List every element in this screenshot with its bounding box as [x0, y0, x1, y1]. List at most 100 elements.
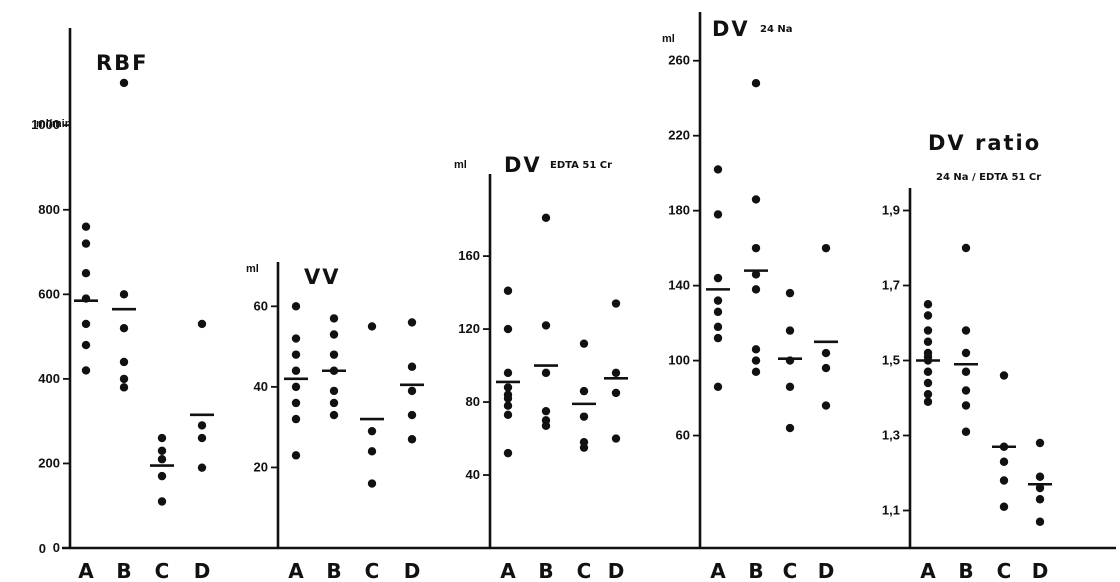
rbf-data-point [81, 269, 91, 278]
dv-edta-data-point [541, 213, 551, 222]
vv-data-point [329, 410, 339, 420]
vv-data-point [329, 386, 339, 396]
dv-na-y-tick-label: 260 [668, 53, 690, 68]
dv-edta-data-point [611, 299, 621, 308]
dv-edta-data-point [541, 416, 551, 425]
dv-edta-subtitle: EDTA 51 Cr [550, 160, 612, 171]
rbf-x-category-label: D [194, 559, 211, 582]
dv-ratio-data-point [923, 348, 933, 358]
rbf-data-point [119, 323, 129, 333]
rbf-data-point [119, 374, 129, 384]
dv-ratio-data-point [961, 348, 971, 358]
vv-data-point [291, 366, 301, 375]
rbf-y-tick-label-zero: 0 [39, 541, 46, 556]
dv-na-data-point [751, 243, 761, 253]
dv-na-title: DV [712, 17, 750, 41]
dv-ratio-x-category-label: D [1032, 559, 1049, 582]
rbf-unit: ml/min [36, 118, 72, 130]
dv-ratio-data-point [923, 390, 933, 399]
vv-y-tick-label: 60 [254, 298, 268, 313]
dv-edta-y-tick-label: 160 [458, 248, 480, 263]
dv-na-data-point [713, 210, 723, 219]
dv-ratio-subtitle: 24 Na / EDTA 51 Cr [936, 172, 1041, 183]
dv-ratio-data-point [1035, 517, 1045, 526]
rbf-data-point [197, 433, 207, 443]
dv-edta-data-point [503, 383, 513, 392]
dv-na-y-tick-label: 180 [668, 203, 690, 218]
dv-edta-data-point [541, 368, 551, 378]
dv-ratio-data-point [923, 397, 933, 406]
dv-ratio-data-point [923, 367, 933, 376]
rbf-data-point [81, 319, 91, 329]
dv-na-data-point [751, 270, 761, 279]
vv-data-point [291, 451, 301, 460]
vv-data-point [291, 334, 301, 343]
dv-edta-data-point [503, 410, 513, 420]
dv-ratio-panel: 1,1 1,3 1,5 1,7 1,9 A B C D [882, 188, 1052, 582]
dv-edta-y-tick-label: 40 [466, 467, 480, 482]
rbf-data-point [197, 319, 207, 329]
dv-na-data-point [751, 285, 761, 294]
rbf-y-tick-label: 600 [38, 286, 60, 301]
dv-edta-data-point [503, 368, 513, 378]
dv-na-data-point [751, 356, 761, 365]
dv-na-y-tick-label: 100 [668, 353, 690, 368]
vv-data-point [407, 435, 417, 444]
dv-ratio-data-point [999, 476, 1009, 485]
dv-edta-data-point [503, 448, 513, 458]
dv-ratio-data-point [961, 243, 971, 253]
rbf-data-point [157, 433, 167, 443]
dv-na-panel: 60 100 140 180 220 260 A B C D [668, 12, 838, 582]
rbf-data-point [157, 446, 167, 455]
dv-edta-data-point [611, 388, 621, 398]
dv-ratio-data-point [923, 326, 933, 335]
dv-na-data-point [713, 307, 723, 317]
vv-title: VV [304, 265, 341, 289]
dv-edta-data-point [541, 321, 551, 330]
rbf-data-point [119, 290, 129, 299]
dv-ratio-data-point [923, 378, 933, 388]
dv-na-data-point [751, 345, 761, 354]
dv-na-data-point [713, 165, 723, 174]
dv-ratio-y-tick-label: 1,3 [882, 428, 900, 443]
rbf-data-point [81, 222, 91, 231]
dv-na-data-point [785, 288, 795, 298]
dv-ratio-data-point [923, 300, 933, 309]
dv-na-unit: ml [662, 33, 675, 45]
dv-ratio-data-point [999, 502, 1009, 511]
vv-data-point [329, 314, 339, 323]
vv-data-point [291, 414, 301, 424]
dv-ratio-x-category-label: B [958, 559, 973, 582]
dv-ratio-data-point [961, 326, 971, 335]
dv-ratio-data-point [1035, 472, 1045, 481]
dv-ratio-x-category-label: A [920, 559, 936, 582]
panel-titles: RBF ml/min VV ml DV EDTA 51 Cr ml DV 24 … [36, 17, 1041, 289]
dv-ratio-data-point [961, 427, 971, 436]
rbf-data-point [119, 383, 129, 392]
dv-na-data-point [713, 333, 723, 343]
dv-na-y-tick-label: 220 [668, 128, 690, 143]
rbf-y-tick-label: 1000 [31, 117, 60, 132]
dv-ratio-data-point [1035, 438, 1045, 448]
vv-panel: 20 40 60 A B C D [254, 262, 424, 582]
dv-ratio-data-point [961, 401, 971, 410]
vv-x-category-label: B [326, 559, 341, 582]
dv-na-data-point [821, 348, 831, 358]
dv-ratio-data-point [999, 371, 1009, 380]
dv-ratio-data-point [1035, 483, 1045, 493]
vv-data-point [407, 410, 417, 420]
dv-na-subtitle: 24 Na [760, 24, 793, 35]
rbf-y-tick-label: 800 [38, 202, 60, 217]
dv-edta-y-tick-label: 120 [458, 321, 480, 336]
vv-data-point [329, 350, 339, 359]
dv-edta-x-category-label: C [577, 559, 592, 582]
dv-na-data-point [785, 382, 795, 392]
dv-ratio-y-tick-label: 1,9 [882, 203, 900, 218]
dv-ratio-data-point [923, 337, 933, 346]
vv-data-point [367, 479, 377, 488]
vv-data-point [367, 447, 377, 456]
rbf-data-point [119, 78, 129, 88]
rbf-x-category-label: C [155, 559, 170, 582]
